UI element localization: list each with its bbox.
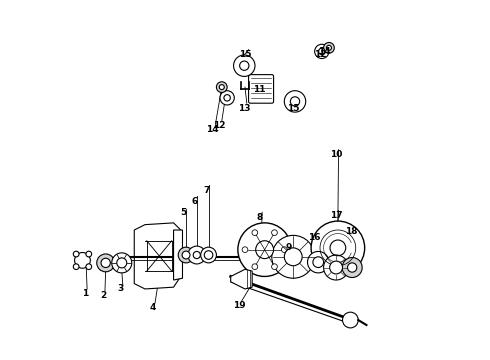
Text: 18: 18	[345, 227, 357, 236]
Circle shape	[188, 246, 206, 264]
Circle shape	[315, 44, 329, 59]
Text: 15: 15	[287, 104, 299, 113]
Circle shape	[117, 258, 127, 268]
Text: 4: 4	[149, 303, 156, 312]
Circle shape	[74, 252, 90, 268]
Circle shape	[86, 264, 92, 270]
FancyBboxPatch shape	[248, 75, 273, 103]
Circle shape	[318, 48, 325, 55]
Circle shape	[271, 230, 277, 235]
Circle shape	[311, 221, 365, 275]
Text: 13: 13	[238, 104, 250, 113]
Text: 15: 15	[240, 50, 252, 59]
Circle shape	[343, 312, 358, 328]
Circle shape	[323, 255, 348, 280]
Circle shape	[220, 91, 234, 105]
Text: 12: 12	[213, 121, 225, 130]
Circle shape	[252, 264, 258, 270]
Circle shape	[112, 253, 132, 273]
Text: 7: 7	[203, 186, 210, 195]
Circle shape	[201, 247, 217, 263]
Circle shape	[330, 261, 343, 274]
Text: 2: 2	[100, 291, 106, 300]
Circle shape	[240, 61, 249, 70]
Circle shape	[86, 251, 92, 257]
Text: 5: 5	[180, 208, 187, 217]
Text: 6: 6	[191, 197, 197, 206]
Circle shape	[182, 251, 190, 259]
Circle shape	[308, 251, 329, 273]
Text: 1: 1	[82, 289, 88, 298]
Circle shape	[313, 257, 323, 267]
Circle shape	[252, 230, 258, 235]
Circle shape	[284, 248, 302, 266]
Circle shape	[347, 263, 357, 272]
Text: 17: 17	[330, 211, 343, 220]
Text: 14: 14	[206, 125, 219, 134]
Circle shape	[284, 91, 306, 112]
Circle shape	[74, 251, 79, 257]
Circle shape	[224, 95, 230, 101]
Circle shape	[271, 264, 277, 270]
Text: 14: 14	[318, 47, 331, 56]
Circle shape	[178, 247, 194, 263]
Text: 12: 12	[314, 50, 326, 59]
Circle shape	[97, 254, 115, 272]
Circle shape	[272, 235, 315, 278]
Text: 16: 16	[308, 233, 321, 242]
Circle shape	[204, 251, 213, 259]
Text: 19: 19	[233, 301, 245, 310]
Circle shape	[220, 85, 224, 90]
Circle shape	[242, 247, 248, 252]
Polygon shape	[231, 269, 252, 289]
Circle shape	[342, 257, 362, 278]
Text: 8: 8	[257, 213, 263, 222]
Text: 3: 3	[118, 284, 124, 293]
Text: 11: 11	[253, 85, 266, 94]
Circle shape	[291, 97, 300, 106]
Polygon shape	[134, 223, 181, 289]
Text: 9: 9	[285, 243, 292, 252]
Polygon shape	[173, 230, 182, 280]
Circle shape	[234, 55, 255, 76]
Circle shape	[256, 241, 273, 258]
Circle shape	[74, 264, 79, 270]
Circle shape	[326, 45, 331, 50]
Circle shape	[101, 258, 110, 267]
Circle shape	[281, 247, 287, 252]
Circle shape	[217, 82, 227, 93]
Circle shape	[323, 42, 334, 53]
Circle shape	[193, 251, 200, 258]
Text: 10: 10	[330, 150, 343, 159]
Circle shape	[238, 223, 292, 276]
